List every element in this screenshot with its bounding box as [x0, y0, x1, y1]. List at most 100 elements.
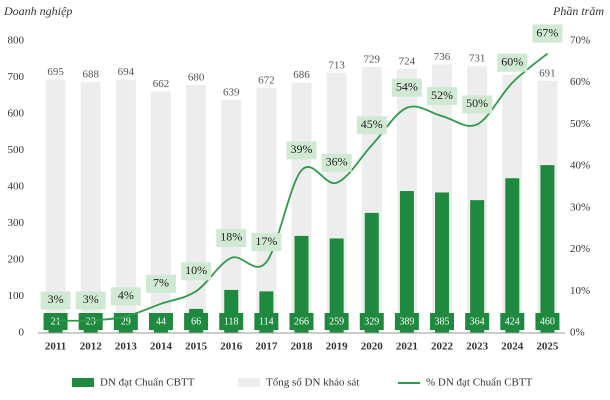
- cbtt-label: 460: [540, 316, 555, 327]
- cbtt-label: 29: [121, 316, 131, 327]
- cbtt-label: 364: [470, 316, 485, 327]
- x-tick-label: 2012: [80, 341, 103, 353]
- cbtt-label-box: [535, 313, 560, 330]
- y-tick-label: 600: [8, 108, 25, 120]
- pct-label: 36%: [326, 155, 348, 169]
- pct-label: 3%: [48, 292, 64, 306]
- x-tick-label: 2019: [326, 341, 349, 353]
- y2-tick-label: 50%: [570, 118, 590, 130]
- y2-tick-label: 0%: [570, 327, 585, 339]
- legend-label: Tổng số DN khảo sát: [266, 377, 360, 389]
- pct-label-box: [497, 53, 528, 72]
- y2-tick-label: 60%: [570, 76, 590, 88]
- y-tick-label: 200: [8, 254, 25, 266]
- y-tick-label: 100: [8, 290, 25, 302]
- total-label: 691: [539, 67, 556, 79]
- total-label: 680: [188, 71, 205, 83]
- x-tick-label: 2018: [291, 341, 314, 353]
- pct-label-box: [321, 153, 352, 172]
- y-tick-label: 500: [8, 144, 25, 156]
- cbtt-label: 385: [435, 316, 450, 327]
- pct-label-box: [427, 87, 458, 106]
- cbtt-label-box: [148, 313, 173, 330]
- pct-label: 67%: [536, 25, 558, 39]
- y2-tick-label: 70%: [570, 35, 590, 47]
- cbtt-bar: [294, 235, 309, 333]
- x-tick-label: 2023: [466, 341, 489, 353]
- pct-label-box: [181, 262, 212, 281]
- y2-tick-label: 40%: [570, 160, 590, 172]
- x-tick-label: 2021: [396, 341, 418, 353]
- total-label: 639: [223, 86, 240, 98]
- y-tick-label: 400: [8, 181, 25, 193]
- cbtt-bar: [505, 178, 520, 333]
- total-label: 729: [364, 53, 381, 65]
- y-axis-title: Doanh nghiệp: [3, 4, 72, 18]
- cbtt-label: 259: [329, 316, 344, 327]
- x-tick-label: 2013: [115, 341, 138, 353]
- total-bar: [45, 79, 66, 333]
- total-label: 672: [258, 74, 275, 86]
- pct-label: 4%: [118, 288, 134, 302]
- pct-label-box: [356, 116, 387, 135]
- legend-label: DN đạt Chuẩn CBTT: [100, 377, 195, 389]
- cbtt-bar: [435, 192, 450, 333]
- pct-label-box: [216, 228, 247, 247]
- x-tick-label: 2011: [45, 341, 66, 353]
- pct-label-box: [145, 274, 176, 293]
- pct-label: 17%: [255, 234, 277, 248]
- pct-label-box: [532, 24, 563, 43]
- pct-label: 3%: [83, 292, 99, 306]
- legend-swatch: [238, 378, 260, 387]
- y2-axis-title: Phần trăm: [552, 4, 604, 18]
- cbtt-label: 266: [294, 316, 309, 327]
- pct-label-box: [391, 78, 422, 97]
- x-tick-label: 2017: [255, 341, 278, 353]
- x-tick-label: 2014: [150, 341, 173, 353]
- cbtt-label-box: [78, 313, 103, 330]
- cbtt-label: 66: [191, 316, 201, 327]
- cbtt-label-box: [254, 313, 279, 330]
- pct-label-box: [75, 291, 106, 310]
- total-label: 662: [153, 78, 170, 90]
- total-label: 713: [328, 59, 345, 71]
- total-bar: [150, 91, 171, 334]
- pct-label: 60%: [501, 54, 523, 68]
- total-label: 736: [434, 51, 451, 63]
- cbtt-label: 329: [364, 316, 379, 327]
- total-label: 695: [47, 66, 64, 78]
- cbtt-bar: [540, 165, 555, 333]
- cbtt-label-box: [324, 313, 349, 330]
- x-tick-label: 2016: [220, 341, 243, 353]
- y-tick-label: 800: [8, 35, 25, 47]
- cbtt-label-box: [43, 313, 68, 330]
- pct-label-box: [110, 287, 141, 306]
- pct-label: 50%: [466, 96, 488, 110]
- x-tick-label: 2015: [185, 341, 208, 353]
- y2-tick-label: 10%: [570, 285, 590, 297]
- pct-line: [55, 52, 549, 322]
- total-label: 694: [118, 66, 135, 78]
- legend-label: % DN đạt Chuẩn CBTT: [426, 377, 533, 389]
- pct-label-box: [462, 95, 493, 114]
- pct-label: 18%: [220, 230, 242, 244]
- cbtt-label-box: [430, 313, 455, 330]
- y-tick-label: 0: [19, 327, 25, 339]
- cbtt-bar: [329, 238, 344, 333]
- pct-label-box: [286, 141, 317, 160]
- cbtt-label: 389: [399, 316, 414, 327]
- legend-swatch: [72, 378, 94, 387]
- total-bar: [80, 81, 101, 333]
- pct-label-box: [40, 291, 71, 310]
- cbtt-bar: [470, 200, 485, 333]
- y-tick-label: 300: [8, 217, 25, 229]
- cbtt-label-box: [289, 313, 314, 330]
- cbtt-label-box: [219, 313, 244, 330]
- cbtt-label-box: [465, 313, 490, 330]
- y2-tick-label: 30%: [570, 201, 590, 213]
- total-label: 731: [469, 53, 486, 65]
- total-bar: [115, 79, 136, 333]
- pct-label: 10%: [185, 263, 207, 277]
- cbtt-label-box: [394, 313, 419, 330]
